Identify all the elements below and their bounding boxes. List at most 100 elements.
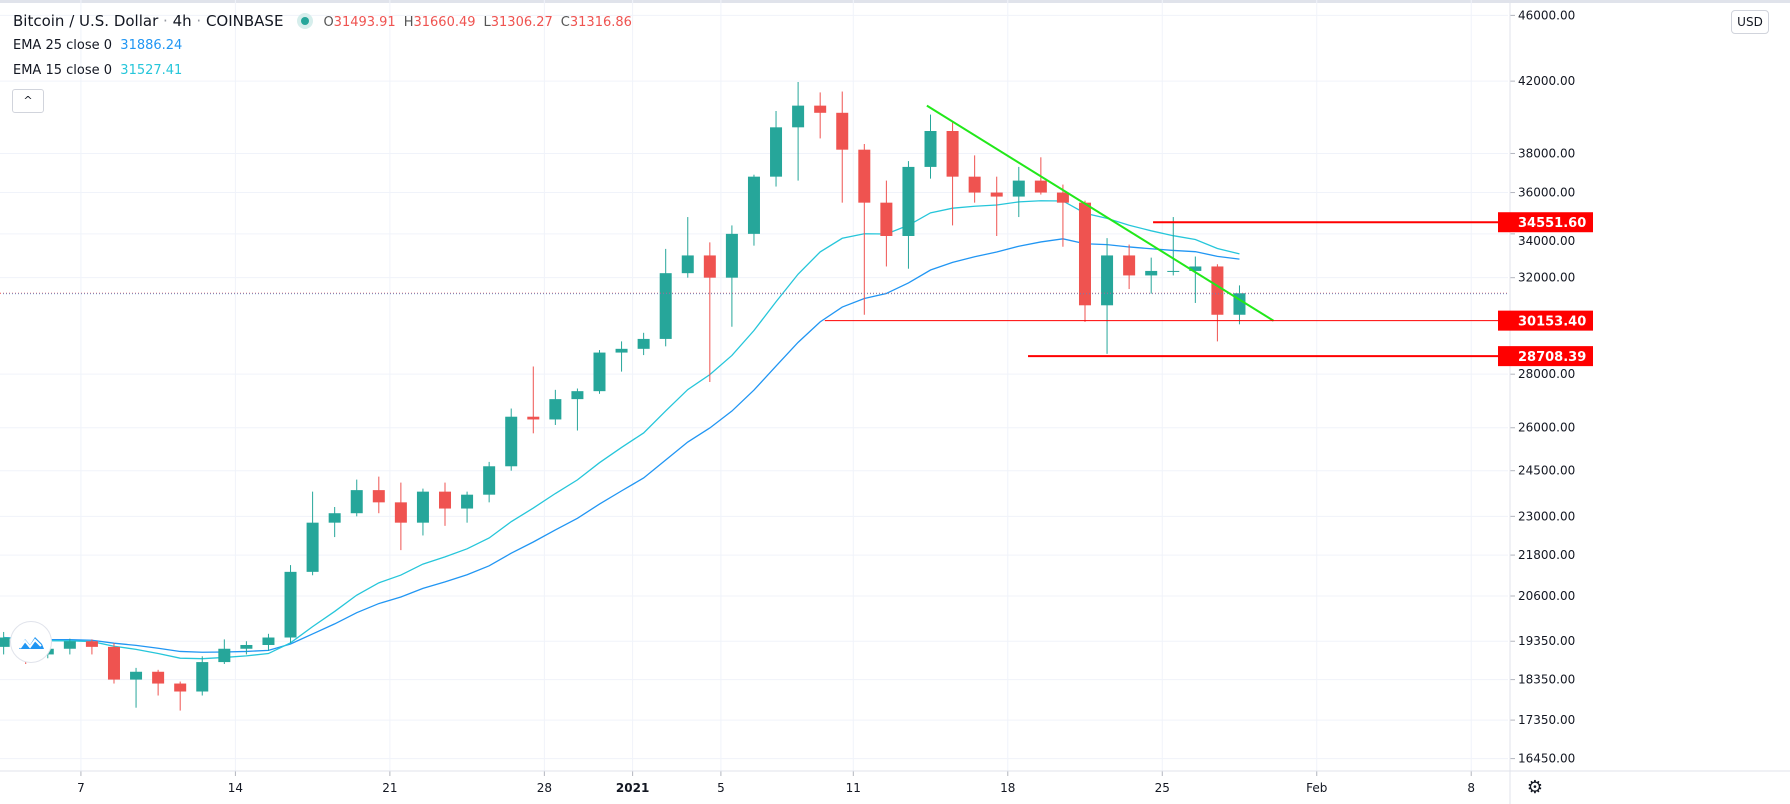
candle-body	[439, 491, 452, 509]
ema25-label: EMA 25 close 0	[13, 38, 113, 53]
candle-body	[990, 192, 1003, 197]
low-value: 31306.27	[490, 15, 553, 30]
candle-body	[85, 641, 98, 647]
candle-body	[814, 105, 827, 113]
y-tick-label: 19350.00	[1518, 634, 1575, 648]
ema15-label: EMA 15 close 0	[13, 63, 113, 78]
y-tick-label: 26000.00	[1518, 421, 1575, 435]
candle-body	[836, 112, 849, 150]
ema15-legend[interactable]: EMA 15 close 0 31527.41	[13, 63, 182, 78]
candle-body	[924, 131, 937, 167]
candle-body	[483, 466, 496, 495]
candle-body	[0, 637, 10, 647]
x-tick-label: 18	[1000, 781, 1015, 795]
close-value: 31316.86	[569, 15, 632, 30]
x-tick-label: 8	[1467, 781, 1475, 795]
candle-body	[63, 641, 76, 649]
x-tick-label: Feb	[1306, 781, 1327, 795]
x-tick-label: 11	[846, 781, 861, 795]
candle-body	[593, 352, 606, 392]
candle-body	[858, 149, 871, 203]
symbol-name: Bitcoin / U.S. Dollar	[13, 12, 159, 30]
candle-body	[284, 571, 297, 638]
y-tick-label: 32000.00	[1518, 271, 1575, 285]
candle-body	[461, 494, 474, 509]
candle-body	[152, 671, 165, 684]
tradingview-logo-icon[interactable]	[10, 621, 52, 663]
y-tick-label: 17350.00	[1518, 713, 1575, 727]
open-value: 31493.91	[333, 15, 396, 30]
candle-body	[262, 637, 275, 645]
candle-body	[1189, 266, 1202, 271]
ema-line-25	[3, 238, 1240, 653]
x-tick-label: 2021	[616, 781, 649, 795]
y-tick-label: 28000.00	[1518, 367, 1575, 381]
interval: 4h	[172, 12, 192, 30]
candle-body	[770, 127, 783, 177]
ema25-value: 31886.24	[120, 38, 183, 53]
x-tick-label: 7	[77, 781, 85, 795]
price-label: 28708.39	[1518, 350, 1586, 365]
candle-body	[946, 131, 959, 177]
candle-body	[792, 105, 805, 128]
candle-body	[681, 255, 694, 274]
candle-body	[1101, 255, 1114, 306]
x-tick-label: 14	[228, 781, 243, 795]
market-open-dot-icon	[301, 17, 310, 25]
candle-body	[505, 416, 518, 467]
price-label: 34551.60	[1518, 216, 1586, 231]
candle-body	[372, 490, 385, 503]
candle-body	[1034, 180, 1047, 193]
y-tick-label: 36000.00	[1518, 186, 1575, 200]
x-tick-label: 21	[382, 781, 397, 795]
y-tick-label: 16450.00	[1518, 752, 1575, 766]
candle-body	[416, 491, 429, 523]
price-label-box	[1498, 310, 1593, 331]
candle-body	[880, 202, 893, 236]
candle-body	[1211, 266, 1224, 315]
y-tick-label: 34000.00	[1518, 234, 1575, 248]
candle-body	[637, 338, 650, 349]
exchange: COINBASE	[205, 12, 284, 30]
close-label: C	[560, 15, 570, 30]
candle-body	[1123, 255, 1136, 276]
high-label: H	[403, 15, 414, 30]
ema25-legend[interactable]: EMA 25 close 0 31886.24	[13, 38, 182, 53]
candle-body	[527, 416, 540, 420]
candle-body	[571, 391, 584, 400]
candle-body	[130, 671, 143, 680]
price-label-box	[1498, 346, 1593, 367]
candle-body	[218, 648, 231, 663]
candle-body	[328, 513, 341, 523]
candle-body	[659, 273, 672, 339]
candle-body	[196, 662, 209, 692]
candle-body	[725, 233, 738, 278]
price-label-box	[1498, 212, 1593, 233]
candle-body	[703, 255, 716, 278]
candle-body	[902, 166, 915, 236]
candle-body	[1012, 180, 1025, 197]
gear-icon[interactable]: ⚙	[1526, 777, 1544, 798]
price-label: 30153.40	[1518, 315, 1586, 330]
collapse-legend-button[interactable]: ^	[12, 89, 44, 113]
candle-body	[549, 399, 562, 420]
ema15-value: 31527.41	[120, 63, 183, 78]
open-label: O	[323, 15, 334, 30]
candle-body	[615, 348, 628, 353]
y-tick-label: 20600.00	[1518, 589, 1575, 603]
candle-body	[1145, 270, 1158, 276]
low-label: L	[483, 15, 491, 30]
separator: ·	[191, 12, 206, 30]
y-tick-label: 38000.00	[1518, 146, 1575, 160]
candle-body	[350, 490, 363, 514]
y-tick-label: 24500.00	[1518, 464, 1575, 478]
candle-body	[1056, 192, 1069, 203]
y-tick-label: 23000.00	[1518, 509, 1575, 523]
high-value: 31660.49	[413, 15, 476, 30]
currency-button[interactable]: USD	[1731, 10, 1769, 34]
candle-body	[1078, 202, 1091, 306]
y-tick-label: 18350.00	[1518, 673, 1575, 687]
symbol-legend: Bitcoin / U.S. Dollar · 4h · COINBASE O31…	[13, 12, 632, 30]
chevron-up-icon: ^	[23, 94, 33, 107]
